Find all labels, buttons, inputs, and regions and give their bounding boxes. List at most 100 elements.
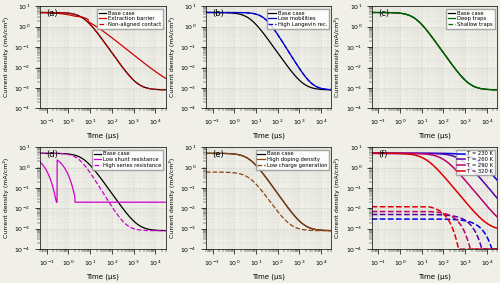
Text: (d): (d): [46, 150, 58, 159]
Shallow traps: [469, 84, 475, 87]
Low shunt resistance: [54, 158, 60, 162]
Line: Shallow traps: Shallow traps: [372, 12, 497, 90]
T = 230 K: [424, 152, 430, 155]
High series resistance: [138, 228, 143, 232]
Base case: [469, 84, 475, 87]
T = 230 K: [368, 152, 374, 155]
Base case: [138, 224, 143, 228]
Low charge generation: [203, 170, 209, 174]
T = 260 K: [469, 167, 475, 171]
Base case: [368, 11, 374, 14]
Base case: [254, 164, 260, 168]
Extraction barrier: [135, 57, 141, 60]
Shallow traps: [382, 11, 388, 14]
T = 230 K: [466, 155, 472, 158]
High Langevin rec.: [303, 76, 309, 79]
Low shunt resistance: [50, 186, 56, 189]
Base case: [424, 29, 430, 32]
Non-aligned contact: [92, 29, 98, 32]
Base case: [216, 11, 222, 14]
T = 260 K: [368, 152, 374, 155]
Line: Base case: Base case: [40, 153, 166, 231]
Text: (c): (c): [378, 9, 389, 18]
T = 320 K: [469, 207, 475, 211]
Line: T = 230 K: T = 230 K: [372, 153, 497, 180]
Low mobilities: [258, 15, 264, 18]
Low charge generation: [289, 224, 295, 227]
High series resistance: [88, 172, 94, 176]
Y-axis label: Current density (mA/cm²): Current density (mA/cm²): [334, 158, 340, 238]
Line: Base case: Base case: [206, 153, 332, 231]
T = 320 K: [420, 156, 426, 159]
Low mobilities: [254, 13, 260, 16]
T = 230 K: [455, 152, 461, 156]
High doping density: [289, 211, 295, 215]
Base case: [382, 11, 388, 14]
T = 290 K: [469, 186, 475, 190]
Shallow traps: [368, 11, 374, 14]
Base case: [203, 152, 209, 155]
T = 260 K: [455, 156, 461, 160]
Base case: [254, 23, 260, 27]
Text: (f): (f): [378, 150, 388, 159]
High Langevin rec.: [301, 73, 307, 76]
High doping density: [303, 224, 309, 228]
Base case: [135, 223, 141, 226]
Deep traps: [466, 82, 472, 85]
Base case: [289, 211, 295, 215]
High doping density: [203, 152, 209, 155]
High doping density: [301, 223, 307, 226]
High doping density: [328, 229, 334, 232]
Text: (b): (b): [212, 9, 224, 18]
Base case: [50, 11, 56, 14]
Extraction barrier: [50, 11, 56, 15]
Deep traps: [368, 11, 374, 14]
Non-aligned contact: [37, 11, 43, 14]
Base case: [494, 88, 500, 91]
T = 320 K: [466, 205, 472, 208]
High series resistance: [135, 228, 141, 231]
X-axis label: Time (μs): Time (μs): [252, 133, 285, 140]
High series resistance: [162, 229, 168, 232]
Legend: Base case, Low shunt resistance, High series resistance: Base case, Low shunt resistance, High se…: [92, 150, 163, 170]
Base case: [162, 88, 168, 91]
Y-axis label: Current density (mA/cm²): Current density (mA/cm²): [3, 158, 9, 238]
Low shunt resistance: [54, 200, 60, 204]
Shallow traps: [494, 88, 500, 91]
T = 320 K: [455, 191, 461, 195]
T = 260 K: [466, 165, 472, 168]
Low shunt resistance: [162, 200, 168, 204]
Deep traps: [494, 88, 500, 91]
T = 260 K: [382, 152, 388, 155]
Base case: [124, 70, 130, 74]
Base case: [92, 170, 98, 173]
Low charge generation: [258, 188, 264, 192]
Low mobilities: [303, 76, 309, 79]
Line: T = 260 K: T = 260 K: [372, 153, 497, 198]
T = 320 K: [494, 227, 500, 230]
T = 290 K: [424, 153, 430, 156]
Shallow traps: [466, 82, 472, 85]
Line: Low mobilities: Low mobilities: [206, 12, 332, 90]
Non-aligned contact: [50, 11, 56, 14]
High doping density: [216, 152, 222, 155]
Low charge generation: [254, 183, 260, 186]
Low shunt resistance: [124, 200, 130, 204]
T = 230 K: [382, 152, 388, 155]
High Langevin rec.: [258, 15, 264, 18]
Line: High Langevin rec.: High Langevin rec.: [206, 12, 332, 90]
Base case: [37, 152, 43, 155]
X-axis label: Time (μs): Time (μs): [252, 274, 285, 280]
T = 230 K: [469, 156, 475, 159]
High doping density: [254, 164, 260, 168]
Base case: [328, 229, 334, 232]
Base case: [37, 11, 43, 14]
High series resistance: [92, 179, 98, 183]
T = 290 K: [455, 170, 461, 174]
T = 320 K: [424, 159, 430, 162]
Base case: [138, 84, 143, 87]
Y-axis label: Current density (mA/cm²): Current density (mA/cm²): [3, 17, 9, 97]
High doping density: [258, 170, 264, 173]
Line: High series resistance: High series resistance: [40, 153, 166, 231]
Deep traps: [420, 23, 426, 27]
